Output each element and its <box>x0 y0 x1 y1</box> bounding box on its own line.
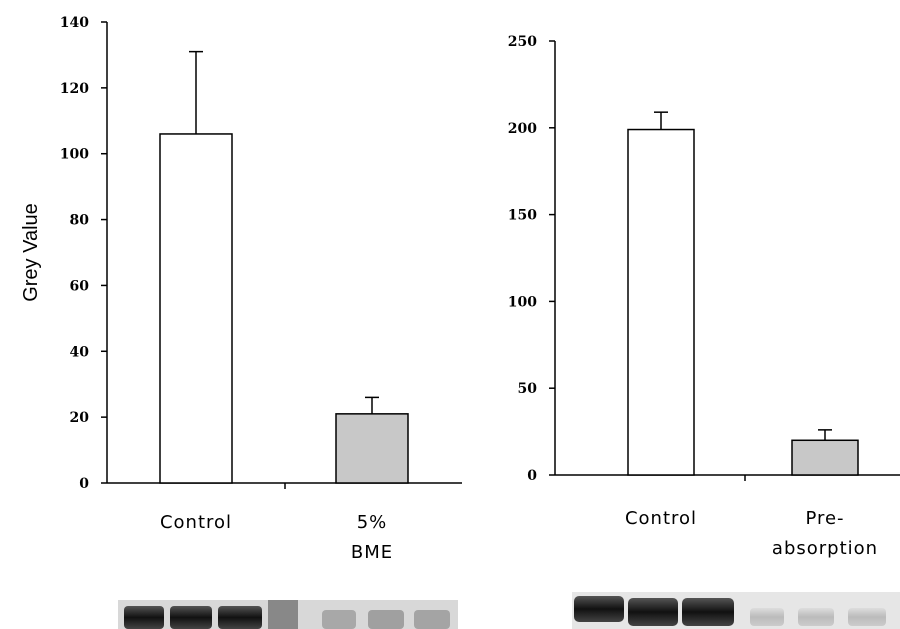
figure: 0 20 40 60 80 100 120 140 Grey Value Control 5%BME… <box>0 0 900 629</box>
y-tick-label: 120 <box>60 81 89 97</box>
y-tick-label: 100 <box>60 147 89 163</box>
panel: 0 20 40 60 80 100 120 140 Grey Value Control 5%BME <box>20 15 462 563</box>
x-tick-label: Pre-absorption <box>772 508 878 559</box>
y-tick-label: 0 <box>79 476 89 492</box>
bar <box>336 414 408 483</box>
y-tick-label: 60 <box>70 278 90 294</box>
x-tick-label: Control <box>160 512 232 533</box>
y-tick-label: 0 <box>527 468 537 484</box>
y-tick-label: 20 <box>70 410 90 426</box>
blot-right <box>572 592 900 629</box>
x-tick-label: Control <box>625 508 697 529</box>
panel: 0 50 100 150 200 250 Control Pre-absorption <box>508 34 900 559</box>
y-tick-label: 200 <box>508 121 537 137</box>
y-axis-label: Grey Value <box>20 203 42 302</box>
bar <box>792 440 858 475</box>
bar <box>628 130 694 475</box>
x-tick-label: 5%BME <box>351 512 393 563</box>
y-tick-label: 50 <box>518 381 538 397</box>
y-tick-label: 80 <box>70 213 90 229</box>
y-tick-label: 40 <box>70 344 90 360</box>
y-tick-label: 140 <box>60 15 89 31</box>
y-tick-label: 250 <box>508 34 537 50</box>
bar <box>160 134 232 483</box>
y-tick-label: 100 <box>508 294 537 310</box>
y-tick-label: 150 <box>508 208 537 224</box>
blot-left <box>118 600 458 629</box>
